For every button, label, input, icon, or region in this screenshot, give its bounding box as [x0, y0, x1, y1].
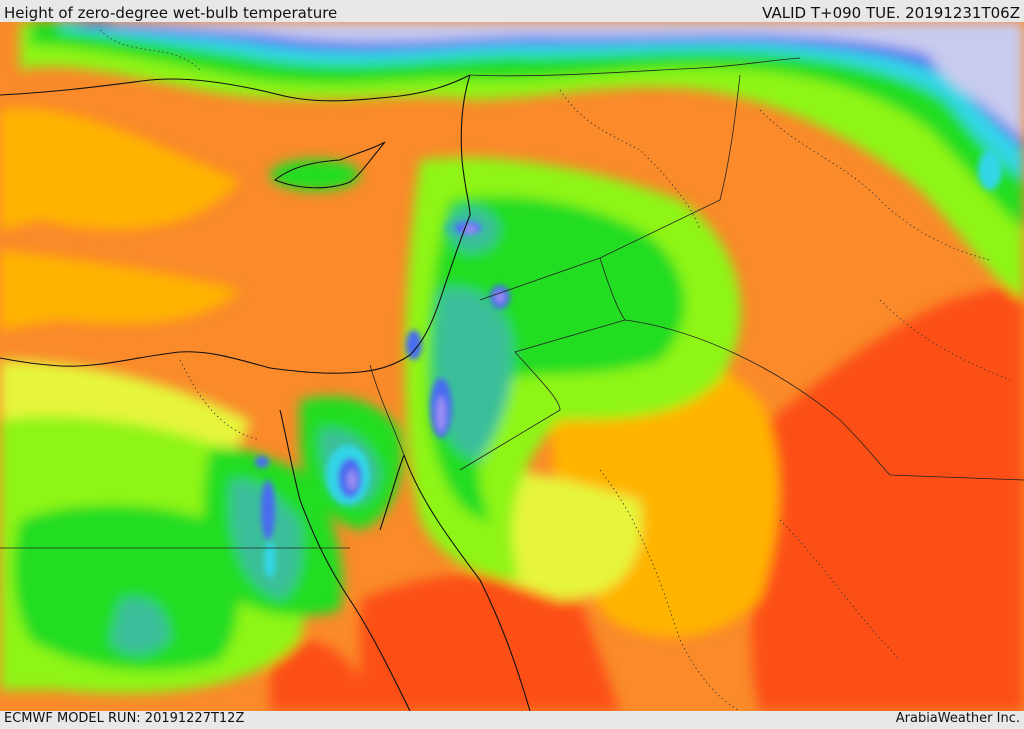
admin-line-4: [179, 359, 261, 441]
peak-ne-cyan: [978, 150, 1002, 190]
credit: ArabiaWeather Inc.: [895, 711, 1020, 726]
coastline-red-sea-east: [403, 454, 531, 711]
peak-sinai-violet: [347, 470, 357, 490]
border-syria-jordan: [479, 257, 601, 301]
peak-egypt-blue: [261, 480, 275, 540]
zone-red-southeast: [751, 280, 1024, 711]
zone-cyan-turkey: [60, 22, 1024, 180]
header-bar: Height of zero-degree wet-bulb temperatu…: [0, 0, 1024, 22]
coastline-aqaba: [379, 454, 405, 531]
borders: [0, 57, 1024, 549]
valid-time: VALID T+090 TUE. 20191231T06Z: [762, 4, 1020, 22]
zone-green-turkey: [30, 22, 1024, 230]
model-run: ECMWF MODEL RUN: 20191227T12Z: [4, 711, 245, 726]
zone-green-egypt: [13, 505, 239, 671]
peaks: [255, 150, 1002, 578]
zone-red-southwest: [270, 640, 360, 711]
coastline-egypt: [0, 351, 361, 374]
admin-line-1: [99, 29, 201, 71]
peak-egypt-blue-2: [255, 456, 269, 468]
border-jordan-saudi: [459, 319, 626, 471]
border-syria-iraq: [599, 74, 741, 259]
peak-jordan-violet: [436, 396, 446, 432]
border-turkey-syria: [469, 57, 801, 77]
zone-teal-sinai: [230, 479, 302, 600]
peak-galilee-blue: [406, 330, 422, 360]
coastline-turkey: [0, 74, 471, 102]
zone-red-south: [360, 573, 620, 711]
peak-egypt-cyan: [264, 542, 276, 578]
coastline-suez-west: [279, 409, 411, 711]
map-title: Height of zero-degree wet-bulb temperatu…: [4, 4, 338, 22]
border-jordan-iraq: [599, 257, 626, 321]
coastline-levant: [359, 74, 471, 373]
border-iraq-saudi: [624, 319, 1024, 481]
border-egypt-israel: [369, 364, 405, 456]
zone-teal-egypt: [110, 597, 170, 655]
coastline-cyprus: [273, 141, 386, 189]
zone-green-cyprus: [270, 159, 360, 191]
coastlines: [0, 74, 531, 711]
zone-lime-turkey: [20, 22, 1024, 300]
zone-lightorange-sea-south: [0, 250, 240, 330]
zone-lightorange-sea-north: [0, 108, 240, 230]
zone-teal-levant: [433, 287, 513, 460]
admin-boundaries: [99, 29, 1011, 711]
footer-bar: ECMWF MODEL RUN: 20191227T12Z ArabiaWeat…: [0, 711, 1024, 729]
admin-line-3: [759, 109, 991, 261]
zone-sealevel-northeast: [920, 22, 1024, 140]
peak-lebanon-violet: [463, 225, 477, 233]
admin-line-7: [879, 299, 1011, 381]
admin-line-2: [559, 89, 701, 231]
zone-green-levant: [428, 196, 685, 520]
admin-line-5: [599, 469, 741, 711]
wetbulb-field: [0, 22, 1024, 711]
weather-map: [0, 22, 1024, 711]
